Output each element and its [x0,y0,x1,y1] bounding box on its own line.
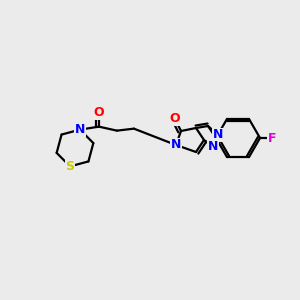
Text: N: N [213,128,223,142]
Text: N: N [75,123,85,136]
Text: O: O [170,112,180,125]
Text: S: S [66,160,75,173]
Text: F: F [268,131,276,145]
Text: N: N [171,139,181,152]
Text: O: O [94,106,104,119]
Text: N: N [208,140,218,154]
